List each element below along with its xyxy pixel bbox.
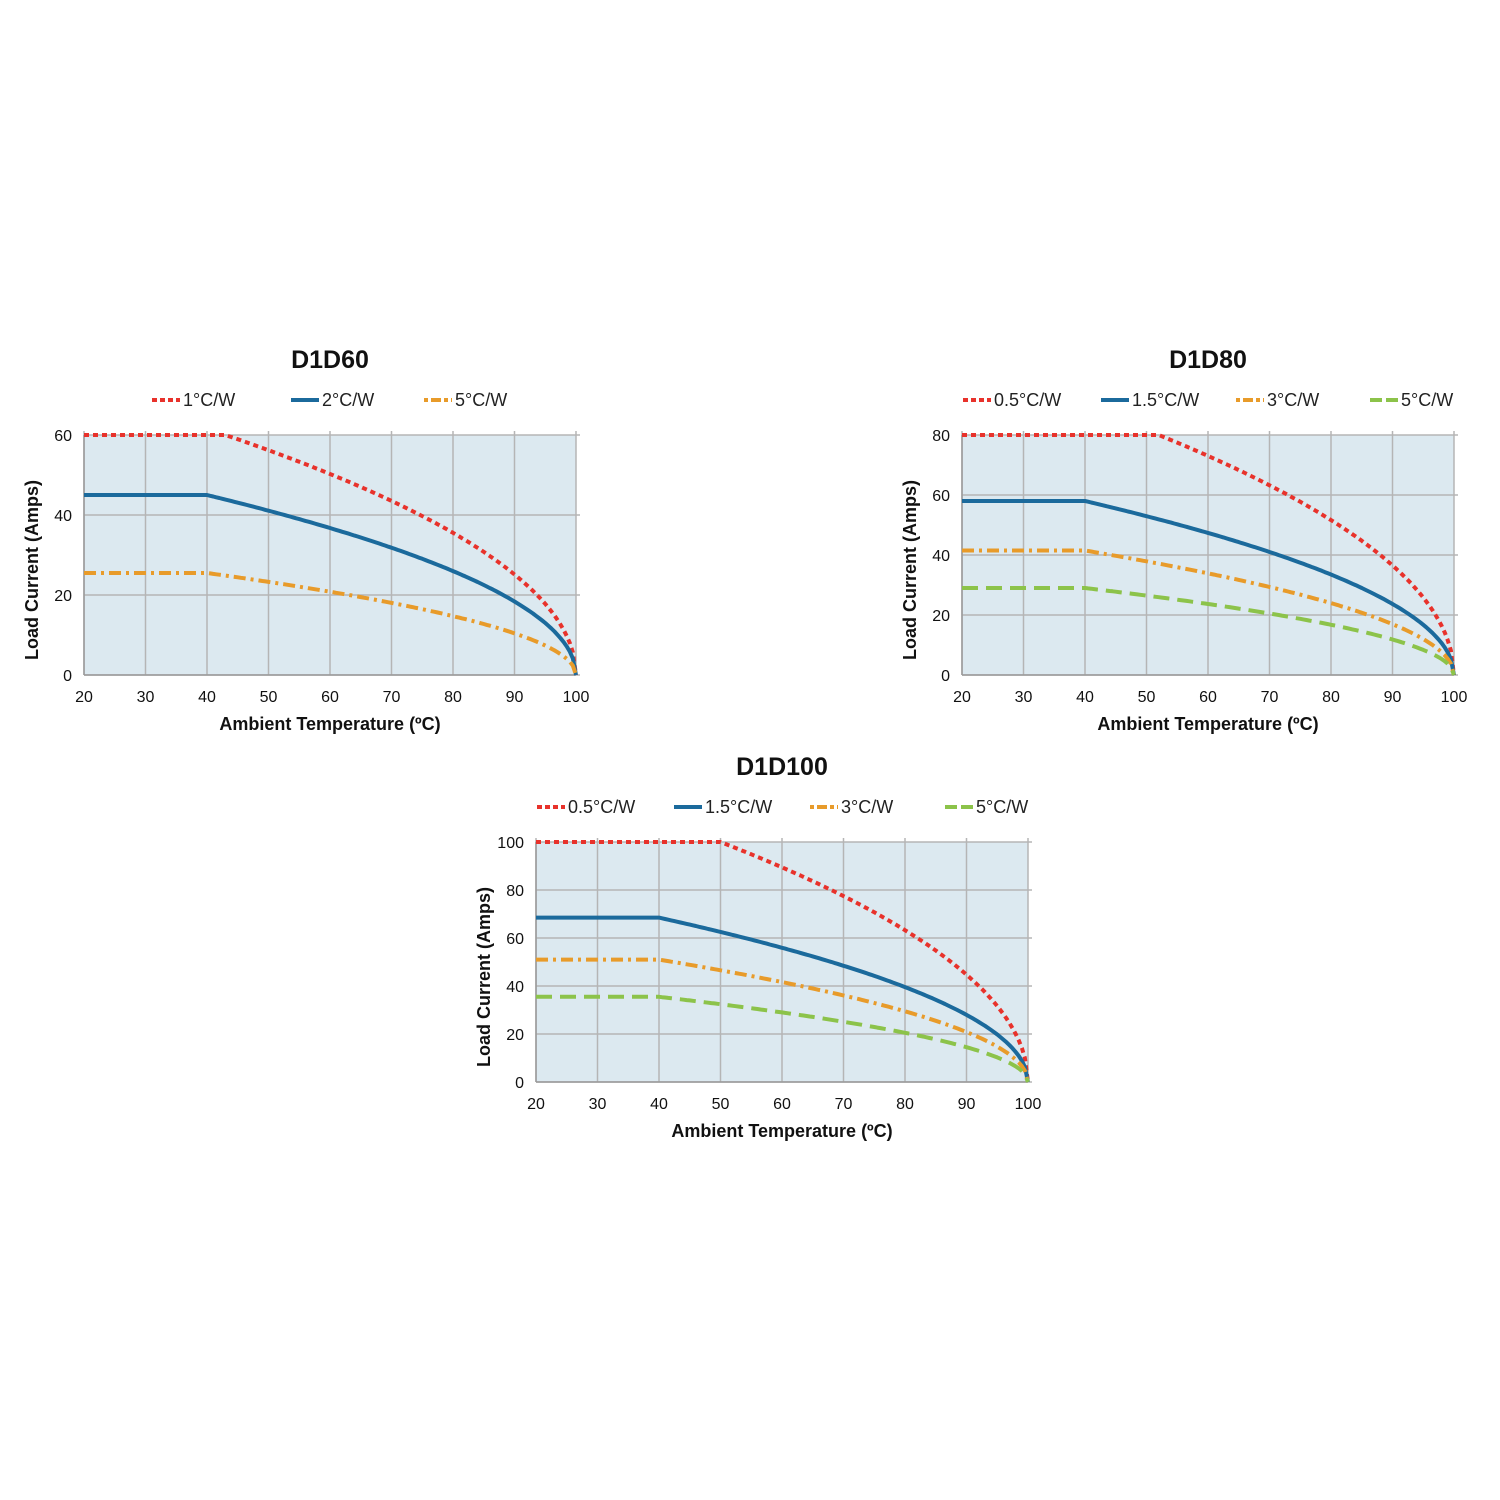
chart-title: D1D60 <box>291 346 369 374</box>
y-tick-label: 80 <box>932 428 950 445</box>
series-line-3 <box>536 994 1030 1083</box>
y-axis-label: Load Current (Amps) <box>900 480 920 660</box>
x-axis-label: Ambient Temperature (ºC) <box>671 1121 892 1141</box>
x-tick-label: 70 <box>1261 689 1279 706</box>
legend-label: 3°C/W <box>841 797 893 817</box>
y-tick-label: 0 <box>941 668 950 685</box>
x-tick-label: 70 <box>835 1096 853 1113</box>
x-tick-label: 100 <box>563 689 590 706</box>
legend-label: 5°C/W <box>976 797 1028 817</box>
x-tick-label: 40 <box>1076 689 1094 706</box>
y-tick-label: 0 <box>63 668 72 685</box>
x-tick-label: 30 <box>137 689 155 706</box>
series-line-2 <box>536 957 1030 1083</box>
legend-label: 5°C/W <box>1401 390 1453 410</box>
series-line-3 <box>962 586 1456 676</box>
y-tick-label: 40 <box>54 508 72 525</box>
x-axis-label: Ambient Temperature (ºC) <box>1097 714 1318 734</box>
series-line-0 <box>536 840 1030 1083</box>
y-tick-label: 100 <box>497 835 524 852</box>
x-tick-label: 20 <box>527 1096 545 1113</box>
x-tick-label: 50 <box>1138 689 1156 706</box>
series-line-1 <box>84 493 578 676</box>
y-tick-label: 60 <box>506 931 524 948</box>
x-tick-label: 70 <box>383 689 401 706</box>
series-line-2 <box>84 571 578 676</box>
x-tick-label: 80 <box>1322 689 1340 706</box>
x-tick-label: 90 <box>1384 689 1402 706</box>
y-tick-label: 40 <box>932 548 950 565</box>
x-tick-label: 90 <box>506 689 524 706</box>
legend-label: 0.5°C/W <box>568 797 635 817</box>
x-tick-label: 40 <box>650 1096 668 1113</box>
x-tick-label: 20 <box>75 689 93 706</box>
series-line-0 <box>962 433 1456 676</box>
legend-label: 0.5°C/W <box>994 390 1061 410</box>
legend-label: 3°C/W <box>1267 390 1319 410</box>
y-tick-label: 80 <box>506 883 524 900</box>
x-tick-label: 80 <box>444 689 462 706</box>
x-tick-label: 50 <box>260 689 278 706</box>
y-tick-label: 40 <box>506 979 524 996</box>
y-tick-label: 20 <box>506 1027 524 1044</box>
y-axis-label: Load Current (Amps) <box>22 480 42 660</box>
legend-label: 5°C/W <box>455 390 507 410</box>
y-axis-label: Load Current (Amps) <box>474 887 494 1067</box>
x-tick-label: 100 <box>1015 1096 1042 1113</box>
y-tick-label: 20 <box>932 608 950 625</box>
y-tick-label: 0 <box>515 1075 524 1092</box>
legend-label: 1.5°C/W <box>705 797 772 817</box>
x-tick-label: 100 <box>1441 689 1468 706</box>
x-tick-label: 40 <box>198 689 216 706</box>
y-tick-label: 60 <box>932 488 950 505</box>
legend-label: 2°C/W <box>322 390 374 410</box>
x-tick-label: 60 <box>321 689 339 706</box>
series-line-1 <box>962 499 1456 676</box>
x-tick-label: 90 <box>958 1096 976 1113</box>
x-tick-label: 20 <box>953 689 971 706</box>
y-tick-label: 20 <box>54 588 72 605</box>
chart-title: D1D100 <box>736 753 828 781</box>
series-line-2 <box>962 548 1456 676</box>
legend-label: 1°C/W <box>183 390 235 410</box>
series-line-1 <box>536 915 1030 1083</box>
x-tick-label: 30 <box>589 1096 607 1113</box>
x-tick-label: 50 <box>712 1096 730 1113</box>
x-tick-label: 60 <box>773 1096 791 1113</box>
x-tick-label: 80 <box>896 1096 914 1113</box>
series-line-0 <box>84 433 578 676</box>
legend-label: 1.5°C/W <box>1132 390 1199 410</box>
x-axis-label: Ambient Temperature (ºC) <box>219 714 440 734</box>
y-tick-label: 60 <box>54 428 72 445</box>
chart-title: D1D80 <box>1169 346 1247 374</box>
x-tick-label: 30 <box>1015 689 1033 706</box>
x-tick-label: 60 <box>1199 689 1217 706</box>
